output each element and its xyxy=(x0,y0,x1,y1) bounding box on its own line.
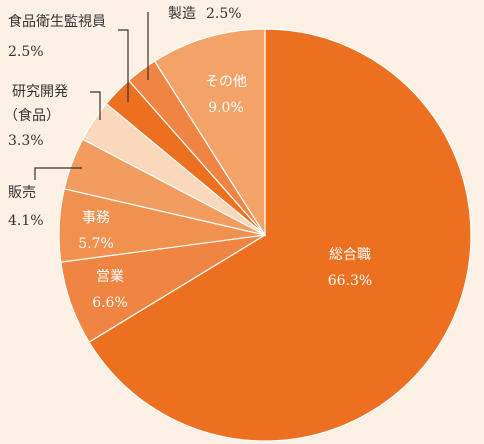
value-label: 9.0% xyxy=(208,100,244,116)
slice-label: 事務 xyxy=(82,210,110,226)
slice-label: その他 xyxy=(205,74,247,90)
slices xyxy=(58,28,472,442)
slice-label: 製造 xyxy=(168,6,196,22)
value-label: 2.5% xyxy=(206,6,242,22)
slice-label: 食品衛生監視員 xyxy=(8,13,106,30)
slice-label: 販売 xyxy=(8,185,36,201)
label-line: （食品） xyxy=(4,107,60,124)
leader-line xyxy=(90,91,101,120)
slice-label: 営業 xyxy=(96,269,124,285)
leader-line xyxy=(34,167,82,180)
slice xyxy=(88,28,472,442)
slice-label: 総合職 xyxy=(329,247,371,263)
value-label: 5.7% xyxy=(78,236,114,252)
slice xyxy=(153,28,266,238)
value-label: 66.3% xyxy=(328,273,372,289)
slice-label: 研究開発 （食品） xyxy=(4,84,68,124)
value-label: 3.3% xyxy=(8,133,44,149)
value-label: 2.5% xyxy=(8,44,44,60)
value-label: 4.1% xyxy=(8,213,44,229)
label-line: 研究開発 xyxy=(12,84,68,100)
value-label: 6.6% xyxy=(92,295,128,311)
leader-line xyxy=(118,29,129,102)
